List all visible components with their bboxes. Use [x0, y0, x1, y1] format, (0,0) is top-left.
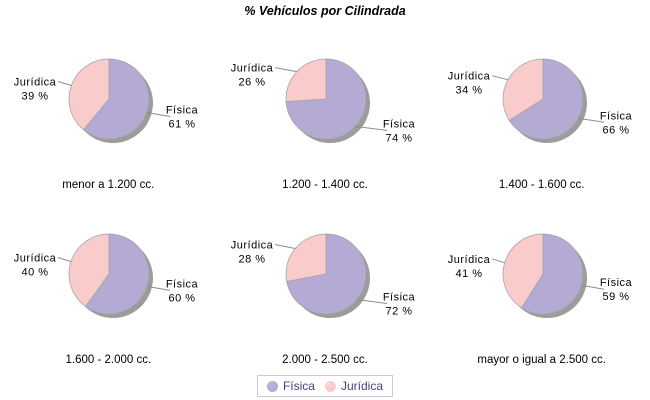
callout-label-juridica: Jurídica [447, 71, 490, 83]
callout-pct-fisica: 59 % [602, 291, 629, 303]
callout-label-fisica: Física [166, 278, 199, 290]
callout-pct-juridica: 26 % [238, 77, 265, 89]
pie-chart-cell: Física 59 % Jurídica 41 % mayor o igual a 2.… [433, 210, 650, 380]
pie-chart-cell: Física 60 % Jurídica 40 % 1.600 - 2.000 cc. [0, 210, 217, 380]
callout-pct-juridica: 39 % [22, 91, 49, 103]
pie-chart-svg: Física 60 % Jurídica 40 % [14, 233, 199, 318]
callout-pct-fisica: 74 % [385, 132, 412, 144]
leader-line-fisica [356, 299, 388, 304]
chart-title: % Vehículos por Cilindrada [244, 4, 406, 18]
callout-label-juridica: Jurídica [14, 77, 57, 89]
leader-line-juridica [274, 244, 296, 249]
pie-chart-svg: Física 59 % Jurídica 41 % [447, 233, 632, 318]
leader-line-juridica [58, 257, 72, 263]
callout-label-juridica: Jurídica [447, 254, 490, 266]
pie-category-label: 1.600 - 2.000 cc. [65, 354, 152, 366]
leader-line-juridica [274, 67, 297, 73]
pie-category-label: mayor o igual a 2.500 cc. [477, 354, 606, 366]
pie-category-label: menor a 1.200 cc. [62, 179, 155, 191]
callout-pct-juridica: 41 % [455, 268, 482, 280]
pie-category-label: 2.000 - 2.500 cc. [282, 354, 368, 366]
legend-item-fsica: Física [266, 379, 315, 393]
pie-chart-svg: Física 72 % Jurídica 28 % [231, 233, 416, 318]
pie-chart-cell: Física 72 % Jurídica 28 % 2.000 - 2.500 cc. [217, 210, 434, 380]
pie-chart-cell: Física 61 % Jurídica 39 % menor a 1.200 cc. [0, 35, 217, 205]
callout-label-juridica: Jurídica [231, 240, 274, 252]
callout-label-juridica: Jurídica [231, 63, 274, 75]
callout-pct-fisica: 72 % [385, 306, 412, 318]
legend-marker-icon [324, 380, 336, 392]
callout-label-fisica: Física [166, 105, 199, 117]
legend-marker-icon [266, 380, 278, 392]
pie-chart-cell: Física 66 % Jurídica 34 % 1.400 - 1.600 cc. [433, 35, 650, 205]
chart-legend: Física Jurídica [256, 375, 394, 397]
callout-label-fisica: Física [383, 118, 416, 130]
pie-category-label: 1.200 - 1.400 cc. [282, 179, 368, 191]
callout-label-fisica: Física [599, 277, 632, 289]
callout-label-fisica: Física [599, 110, 632, 122]
callout-label-juridica: Jurídica [14, 253, 57, 265]
pie-slice-fisica [508, 58, 584, 140]
legend-label: Física [282, 379, 315, 393]
leader-line-juridica [491, 258, 505, 264]
pie-chart-cell: Física 74 % Jurídica 26 % 1.200 - 1.400 cc. [217, 35, 434, 205]
pie-slice-fisica [85, 233, 150, 315]
leader-line-juridica [491, 75, 508, 81]
pie-slice-juridica [285, 58, 327, 102]
callout-pct-juridica: 40 % [22, 267, 49, 279]
pie-slice-juridica [502, 58, 544, 121]
pie-chart-svg: Física 66 % Jurídica 34 % [447, 58, 632, 143]
leader-line-fisica [355, 125, 388, 131]
callout-pct-juridica: 34 % [455, 85, 482, 97]
leader-line-fisica [580, 284, 604, 290]
callout-pct-fisica: 66 % [602, 124, 629, 136]
pie-slice-juridica [285, 233, 327, 282]
legend-row: Física Jurídica [0, 375, 650, 397]
legend-label: Jurídica [340, 379, 384, 393]
legend-item-jurdica: Jurídica [324, 379, 384, 393]
callout-pct-fisica: 60 % [169, 292, 196, 304]
leader-line-fisica [577, 117, 604, 123]
pie-slice-juridica [502, 233, 544, 309]
leader-line-juridica [58, 81, 72, 86]
callout-pct-fisica: 61 % [169, 119, 196, 131]
pie-category-label: 1.400 - 1.600 cc. [498, 179, 585, 191]
pie-slice-fisica [520, 233, 584, 315]
pie-chart-svg: Física 74 % Jurídica 26 % [231, 58, 416, 144]
pie-chart-svg: Física 61 % Jurídica 39 % [14, 58, 199, 143]
callout-pct-juridica: 28 % [238, 254, 265, 266]
pie-slice-juridica [68, 58, 110, 131]
pie-grid: Física 61 % Jurídica 39 % menor a 1.200 cc. F… [0, 35, 650, 380]
leader-line-fisica [146, 112, 171, 117]
callout-label-fisica: Física [383, 292, 416, 304]
leader-line-fisica [147, 285, 171, 291]
